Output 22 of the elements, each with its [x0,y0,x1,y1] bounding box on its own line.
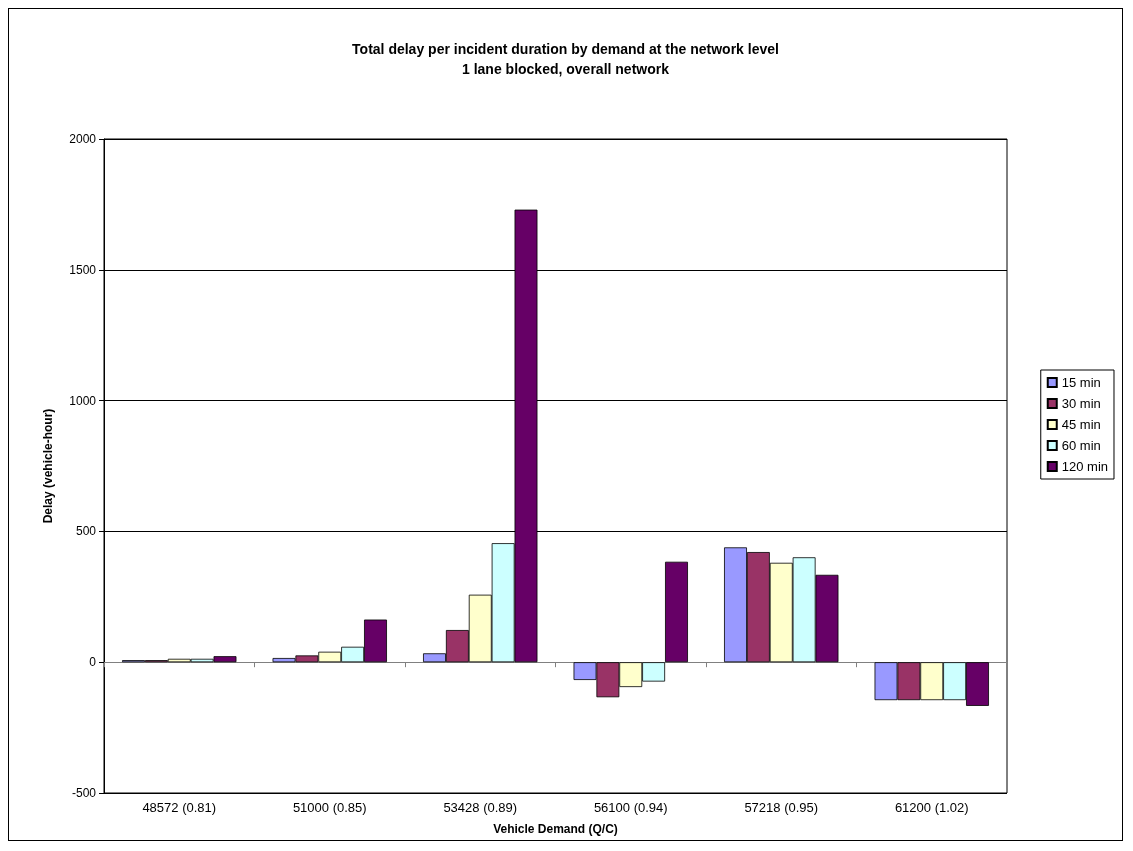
chart-subtitle: 1 lane blocked, overall network [462,61,670,77]
legend-label: 60 min [1061,438,1101,453]
legend-label: 45 min [1061,417,1101,432]
x-tick-label: 53428 (0.89) [443,800,518,815]
y-tick-label: -500 [71,786,97,800]
x-tick-label: 61200 (1.02) [894,800,969,815]
y-tick-label: 1500 [69,262,97,277]
x-tick-label: 57218 (0.95) [744,800,819,815]
y-tick-label: 2000 [69,132,97,146]
y-axis-title: Delay (vehicle-hour) [41,408,55,524]
y-tick-label: 500 [75,524,97,539]
x-tick-label: 51000 (0.85) [292,800,367,815]
legend-label: 15 min [1061,375,1101,390]
x-tick-label: 56100 (0.94) [593,800,668,815]
y-tick-label: 1000 [69,393,97,408]
bar [665,561,688,663]
chart-title: Total delay per incident duration by demand at the network level [352,41,779,57]
y-tick-label: 0 [89,655,97,670]
x-tick-label: 48572 (0.81) [142,800,217,815]
legend-label: 120 min [1061,459,1108,474]
legend-label: 30 min [1061,396,1101,411]
x-axis-title: Vehicle Demand (Q/C) [493,822,618,836]
